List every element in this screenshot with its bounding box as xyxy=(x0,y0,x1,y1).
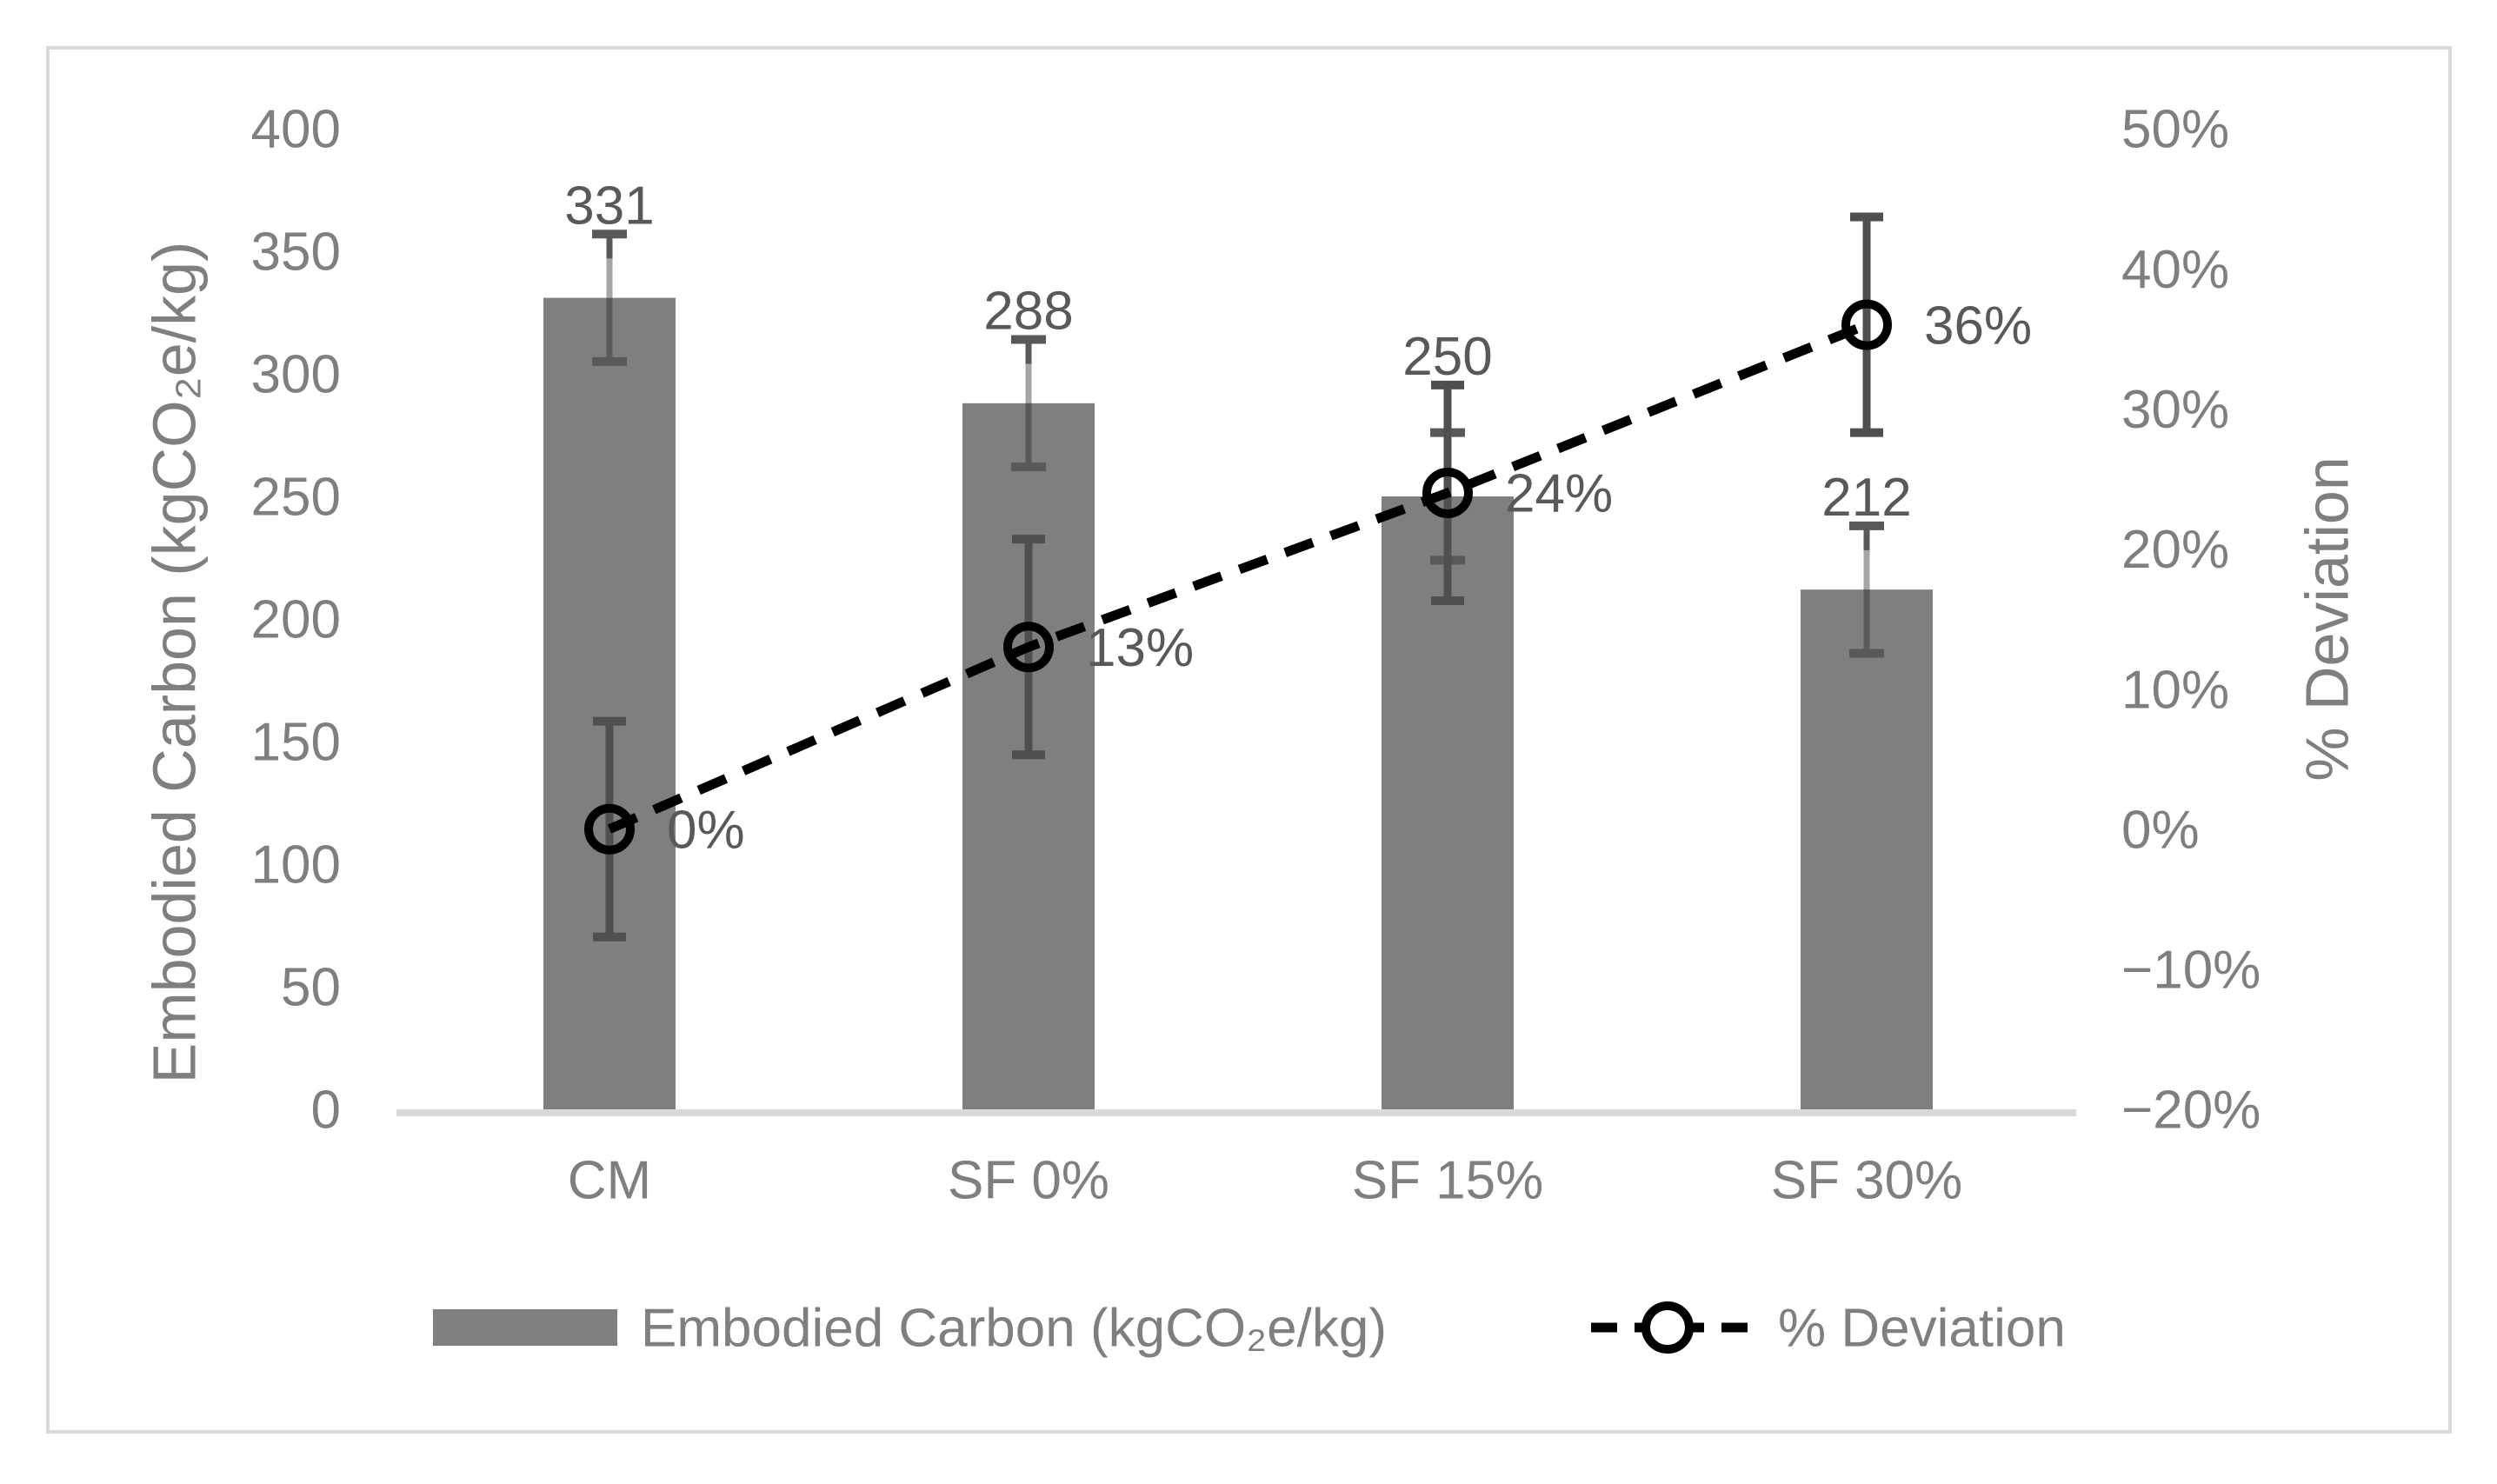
bar-value-label: 288 xyxy=(983,282,1073,342)
deviation-markers xyxy=(584,299,1892,855)
deviation-value-label: 36% xyxy=(1924,296,2032,356)
deviation-line xyxy=(607,320,1869,834)
category-label-CM: CM xyxy=(568,1151,651,1211)
left-axis-tick-label: 300 xyxy=(251,345,341,405)
category-label-SF 15%: SF 15% xyxy=(1352,1151,1544,1211)
bar-SF 30% xyxy=(1801,589,1933,1109)
right-axis-tick-label: 40% xyxy=(2121,240,2229,300)
left-axis-tick-labels: 0 50 100 150 200 250 300 350 400 xyxy=(251,100,341,1141)
left-axis-tick-label: 50 xyxy=(281,958,341,1018)
left-axis-tick-label: 200 xyxy=(251,590,341,650)
legend-line-label: % Deviation xyxy=(1778,1299,2066,1359)
bar-CM xyxy=(543,297,676,1110)
category-labels: CM SF 0% SF 15% SF 30% xyxy=(568,1151,1962,1211)
left-axis-tick-label: 350 xyxy=(251,223,341,283)
right-axis-tick-label: 50% xyxy=(2121,100,2229,160)
left-axis-tick-label: 0 xyxy=(311,1081,341,1141)
right-axis-tick-label: 0% xyxy=(2121,800,2200,860)
chart-border xyxy=(46,46,2452,1434)
right-axis-tick-label: 20% xyxy=(2121,520,2229,580)
deviation-value-label: 13% xyxy=(1086,618,1194,678)
right-axis-tick-label: 10% xyxy=(2121,660,2229,720)
right-axis-tick-label: 30% xyxy=(2121,380,2229,440)
bar-value-label: 212 xyxy=(1821,468,1911,528)
legend: Embodied Carbon (kgCO₂e/kg) % Deviation xyxy=(433,1299,2066,1359)
bar-value-label: 331 xyxy=(564,176,654,236)
right-axis-tick-label: −10% xyxy=(2121,941,2261,1001)
left-axis-title: Embodied Carbon (kgCO₂e/kg) xyxy=(141,242,209,1084)
deviation-value-label: 24% xyxy=(1505,464,1613,524)
category-label-SF 30%: SF 30% xyxy=(1771,1151,1963,1211)
bar-value-label: 250 xyxy=(1402,327,1492,387)
deviation-value-labels: 0% 13% 24% 36% xyxy=(667,296,2032,860)
deviation-marker-SF 30% xyxy=(1841,299,1892,350)
category-label-SF 0%: SF 0% xyxy=(948,1151,1109,1211)
legend-line-marker xyxy=(1641,1301,1694,1354)
bar-value-labels: 331 288 250 212 xyxy=(564,176,1911,528)
right-axis-title: % Deviation xyxy=(2294,456,2361,782)
left-axis-tick-label: 400 xyxy=(251,100,341,160)
legend-bar-label: Embodied Carbon (kgCO₂e/kg) xyxy=(641,1299,1387,1359)
deviation-marker-CM xyxy=(584,803,635,855)
legend-bar-swatch xyxy=(433,1309,617,1346)
left-axis-tick-label: 150 xyxy=(251,713,341,773)
right-axis-tick-labels: −20% −10% 0% 10% 20% 30% 40% 50% xyxy=(2121,100,2261,1141)
deviation-marker-SF 0% xyxy=(1003,622,1054,673)
left-axis-tick-label: 250 xyxy=(251,468,341,528)
deviation-value-label: 0% xyxy=(667,800,745,860)
right-axis-tick-label: −20% xyxy=(2121,1081,2261,1141)
left-axis-tick-label: 100 xyxy=(251,835,341,895)
deviation-marker-SF 15% xyxy=(1422,467,1473,518)
